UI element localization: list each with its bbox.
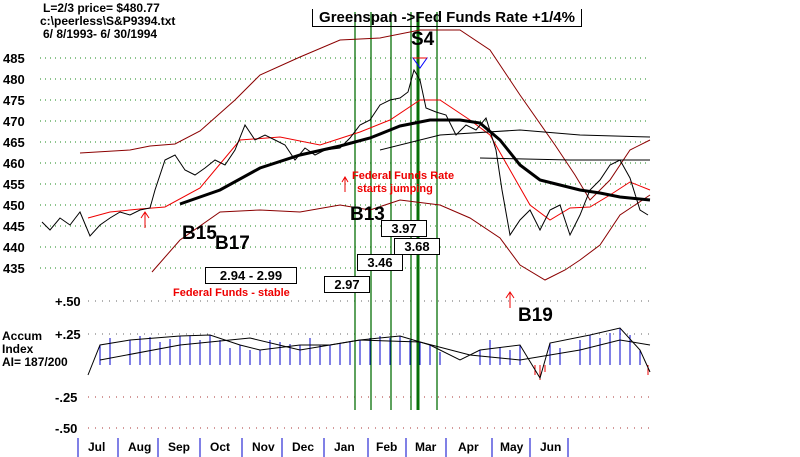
chart-title: Greenspan ->Fed Funds Rate +1/4% — [312, 9, 582, 27]
y-tick: 485 — [3, 51, 25, 66]
y-tick: 445 — [3, 219, 25, 234]
y-tick: 465 — [3, 135, 25, 150]
month-label: Apr — [458, 440, 479, 454]
month-label: Nov — [252, 440, 275, 454]
accum-label: Index — [2, 342, 34, 356]
header-price: L=2/3 price= $480.77 — [43, 1, 160, 15]
accum-tick: -.50 — [55, 421, 78, 436]
month-label: Mar — [415, 440, 437, 454]
rate-box: 3.97 — [381, 220, 427, 237]
signal-b15: B15 — [182, 223, 217, 244]
month-label: May — [500, 440, 524, 454]
y-tick: 460 — [3, 156, 25, 171]
month-label: Oct — [210, 440, 231, 454]
y-tick: 440 — [3, 240, 25, 255]
signal-s4: S4 — [411, 29, 435, 50]
y-tick: 450 — [3, 198, 25, 213]
y-tick: 475 — [3, 93, 25, 108]
annotation-stable: Federal Funds - stable — [173, 287, 290, 299]
y-tick: 470 — [3, 114, 25, 129]
month-label: Aug — [128, 440, 152, 454]
y-tick: 455 — [3, 177, 25, 192]
accum-label: Accum — [2, 329, 43, 343]
rate-box: 3.46 — [357, 254, 403, 271]
month-label: Jun — [540, 440, 562, 454]
accum-tick: +.25 — [55, 327, 81, 342]
annotation-jump: starts jumping — [357, 183, 433, 195]
header-file: c:\peerless\S&P9394.txt — [40, 14, 176, 28]
signal-b13: B13 — [350, 204, 385, 225]
rate-box: 2.97 — [324, 276, 370, 293]
annotation-jump: Federal Funds Rate — [352, 170, 455, 182]
header-daterange: 6/ 8/1993- 6/ 30/1994 — [43, 27, 158, 41]
month-label: Dec — [292, 440, 315, 454]
accum-tick: -.25 — [55, 390, 78, 405]
month-label: Feb — [376, 440, 398, 454]
signal-b19: B19 — [518, 305, 553, 326]
month-label: Jan — [334, 440, 355, 454]
rate-box: 2.94 - 2.99 — [205, 267, 297, 284]
month-label: Sep — [168, 440, 191, 454]
rate-box: 3.68 — [394, 238, 440, 255]
signal-b17: B17 — [215, 233, 250, 254]
accum-ai: AI= 187/200 — [2, 355, 68, 369]
accum-tick: +.50 — [55, 294, 81, 309]
y-tick: 480 — [3, 72, 25, 87]
month-label: Jul — [88, 440, 106, 454]
y-tick: 435 — [3, 261, 25, 276]
